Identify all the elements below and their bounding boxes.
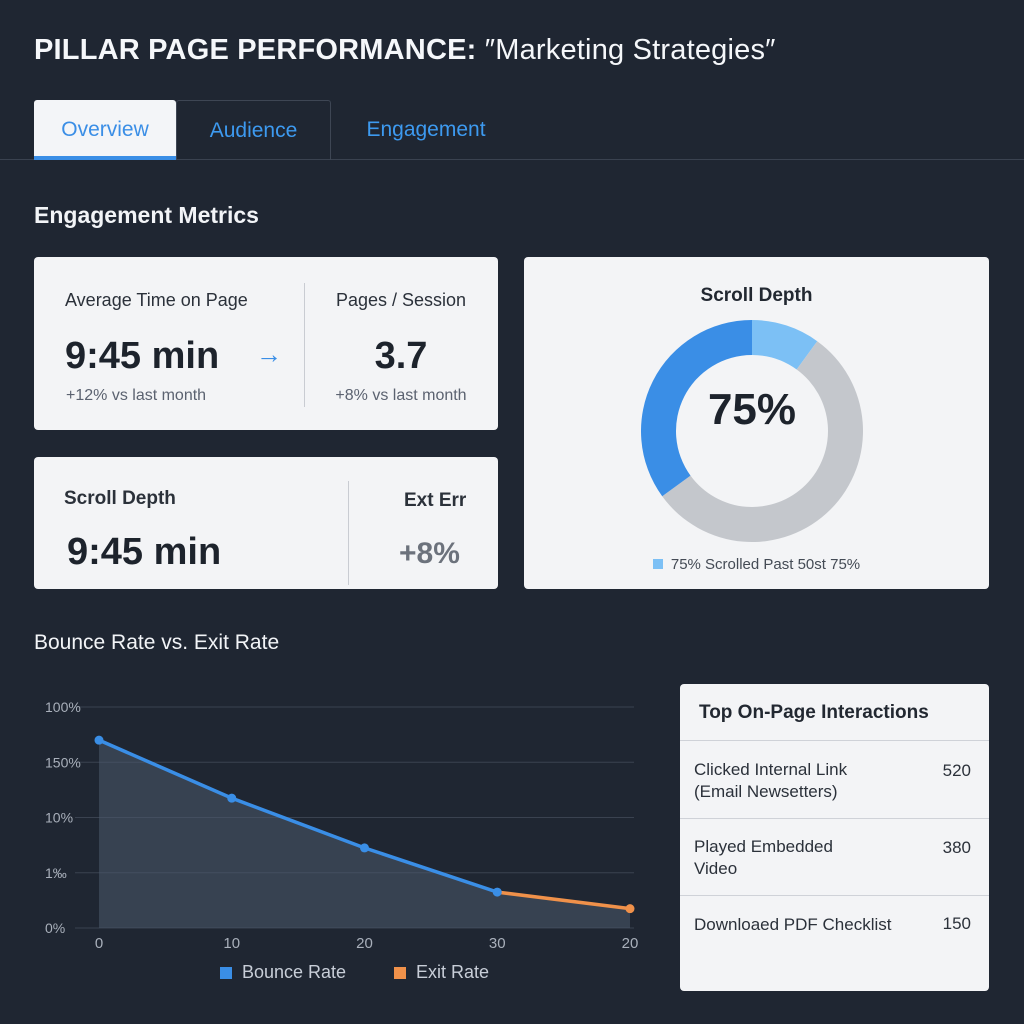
legend-bounce-label: Bounce Rate xyxy=(242,962,347,982)
series-line-0 xyxy=(97,738,499,894)
data-point xyxy=(227,793,237,803)
page-title: PILLAR PAGE PERFORMANCE: ″Marketing Stra… xyxy=(34,34,776,67)
interaction-name: Clicked Internal Link (Email Newsetters) xyxy=(694,760,848,801)
tab-audience-label: Audience xyxy=(209,119,298,142)
donut-title: Scroll Depth xyxy=(700,285,813,306)
data-point xyxy=(94,735,104,745)
legend-exit-label: Exit Rate xyxy=(416,962,490,982)
tab-audience[interactable]: Audience xyxy=(176,100,331,160)
legend-bounce-swatch xyxy=(220,967,232,979)
donut-segment-0 xyxy=(752,320,818,370)
scroll-depth-donut-card: Scroll Depth 75% 75% Scrolled Past 50st … xyxy=(524,257,989,589)
y-tick-label: 100% xyxy=(45,699,81,715)
y-tick-label: 0% xyxy=(45,920,65,936)
x-tick-label: 30 xyxy=(489,935,506,952)
donut-segment-2 xyxy=(641,320,752,497)
interactions-card: Top On-Page Interactions Clicked Interna… xyxy=(680,684,989,991)
x-tick-label: 20 xyxy=(622,935,639,952)
list-item[interactable]: Downloaed PDF Checklist 150 xyxy=(680,895,989,991)
data-point xyxy=(625,904,635,914)
page-title-main: PILLAR PAGE PERFORMANCE: xyxy=(34,34,477,66)
donut-center-value: 75% xyxy=(707,385,797,434)
active-tab-indicator xyxy=(34,156,176,160)
data-point xyxy=(492,887,502,897)
interaction-count: 520 xyxy=(942,761,971,780)
list-item[interactable]: Clicked Internal Link (Email Newsetters)… xyxy=(680,740,989,818)
interaction-count: 150 xyxy=(942,914,971,933)
x-tick-label: 10 xyxy=(223,935,240,952)
metrics-card: Average Time on Page 9:45 min → +12% vs … xyxy=(34,257,498,430)
section-title: Engagement Metrics xyxy=(34,202,259,228)
legend-swatch xyxy=(652,559,663,569)
tab-divider xyxy=(0,159,1024,160)
x-tick-label: 20 xyxy=(356,935,373,952)
legend-exit-swatch xyxy=(394,967,406,979)
scroll-depth-value: 9:45 min xyxy=(67,531,222,573)
interaction-count: 380 xyxy=(942,838,971,857)
legend-bounce-rate: Bounce Rate xyxy=(220,962,346,983)
bounce-exit-chart: 100% 150% 10% 1‰ 0% 0 10 20 30 20 xyxy=(45,699,639,952)
y-tick-label: 1‰ xyxy=(45,865,67,881)
legend-exit-rate: Exit Rate xyxy=(394,962,489,983)
interaction-name: Played Embedded Video xyxy=(694,837,833,878)
list-item[interactable]: Played Embedded Video 380 xyxy=(680,818,989,895)
tab-engagement[interactable]: Engagement xyxy=(331,100,521,160)
area-fill xyxy=(99,740,630,928)
donut-segment-1 xyxy=(662,341,863,542)
series-line-1 xyxy=(495,890,632,911)
avg-time-label: Average Time on Page xyxy=(65,290,248,310)
tab-engagement-label: Engagement xyxy=(366,118,486,141)
scroll-depth-donut xyxy=(641,320,863,542)
avg-time-delta: +12% vs last month xyxy=(66,387,207,404)
metrics-divider xyxy=(304,283,305,407)
pages-session-label: Pages / Session xyxy=(335,290,467,310)
x-tick-label: 0 xyxy=(95,935,103,952)
y-tick-label: 150% xyxy=(45,754,81,770)
scroll-depth-card: Scroll Depth 9:45 min Ext Err +8% xyxy=(34,457,498,589)
chart-title: Bounce Rate vs. Exit Rate xyxy=(34,631,280,654)
data-point xyxy=(360,843,369,853)
page-title-sub: ″Marketing Strategies″ xyxy=(476,34,776,66)
donut-legend: 75% Scrolled Past 50st 75% xyxy=(524,556,989,573)
exit-rate-label: Ext Err xyxy=(404,490,467,511)
tab-overview-label: Overview xyxy=(61,118,149,141)
avg-time-value: 9:45 min xyxy=(65,335,220,377)
pages-session-value: 3.7 xyxy=(374,335,428,377)
pages-session-delta: +8% vs last month xyxy=(335,387,467,404)
interactions-title: Top On-Page Interactions xyxy=(699,702,929,723)
scroll-depth-label: Scroll Depth xyxy=(64,488,176,509)
scroll-card-divider xyxy=(348,481,349,585)
arrow-right-icon: → xyxy=(256,339,282,369)
tab-overview[interactable]: Overview xyxy=(34,100,176,160)
exit-rate-value: +8% xyxy=(399,537,460,570)
y-tick-label: 10% xyxy=(45,810,73,826)
donut-legend-text: 75% Scrolled Past 50st 75% xyxy=(670,556,861,573)
tab-bar: Overview Audience Engagement xyxy=(0,100,1024,160)
interaction-name: Downloaed PDF Checklist xyxy=(694,915,892,934)
